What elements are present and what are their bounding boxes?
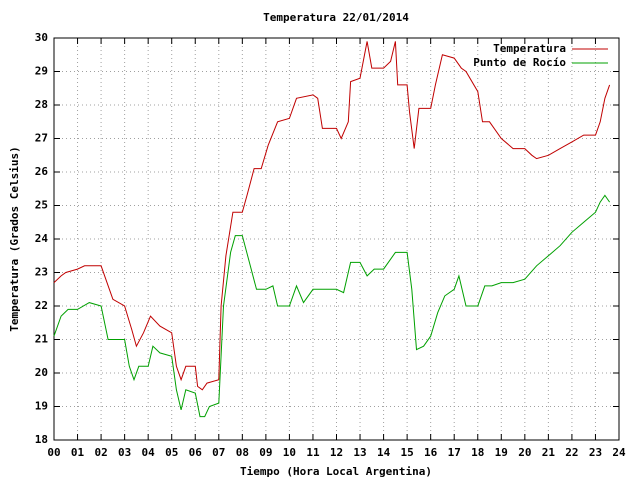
y-tick-label: 23 — [35, 266, 48, 279]
y-tick-label: 19 — [35, 400, 48, 413]
y-tick-label: 21 — [35, 333, 49, 346]
x-tick-label: 10 — [283, 446, 296, 459]
x-tick-label: 06 — [189, 446, 203, 459]
x-tick-label: 00 — [47, 446, 60, 459]
x-tick-label: 07 — [212, 446, 225, 459]
y-tick-label: 24 — [35, 232, 49, 245]
y-tick-label: 18 — [35, 433, 48, 446]
legend-label: Punto de Rocío — [473, 56, 566, 69]
y-axis-label: Temperatura (Grados Celsius) — [8, 146, 21, 331]
x-tick-label: 11 — [306, 446, 320, 459]
x-tick-label: 23 — [589, 446, 602, 459]
x-tick-label: 05 — [165, 446, 178, 459]
x-tick-label: 21 — [542, 446, 556, 459]
x-tick-label: 13 — [353, 446, 366, 459]
y-tick-label: 22 — [35, 299, 48, 312]
x-tick-label: 18 — [471, 446, 484, 459]
x-tick-label: 04 — [142, 446, 156, 459]
y-tick-label: 28 — [35, 98, 48, 111]
y-tick-label: 20 — [35, 366, 48, 379]
x-tick-label: 16 — [424, 446, 438, 459]
x-tick-label: 17 — [448, 446, 461, 459]
x-tick-label: 01 — [71, 446, 85, 459]
x-tick-label: 24 — [612, 446, 626, 459]
x-tick-label: 12 — [330, 446, 343, 459]
y-tick-label: 27 — [35, 132, 48, 145]
y-tick-label: 30 — [35, 31, 48, 44]
line-series — [53, 41, 611, 391]
x-tick-label: 15 — [401, 446, 414, 459]
x-tick-label: 22 — [565, 446, 578, 459]
y-tick-label: 25 — [35, 199, 48, 212]
x-tick-label: 20 — [518, 446, 531, 459]
x-tick-label: 14 — [377, 446, 391, 459]
x-tick-label: 02 — [94, 446, 107, 459]
x-tick-label: 03 — [118, 446, 131, 459]
line-series — [53, 194, 611, 418]
y-tick-label: 29 — [35, 65, 48, 78]
x-tick-label: 09 — [259, 446, 272, 459]
chart-title: Temperatura 22/01/2014 — [263, 11, 409, 24]
legend-label: Temperatura — [493, 42, 566, 55]
y-tick-label: 26 — [35, 165, 49, 178]
x-tick-label: 08 — [236, 446, 249, 459]
plot-border — [53, 37, 620, 441]
x-axis-label: Tiempo (Hora Local Argentina) — [240, 465, 432, 478]
x-tick-label: 19 — [495, 446, 508, 459]
